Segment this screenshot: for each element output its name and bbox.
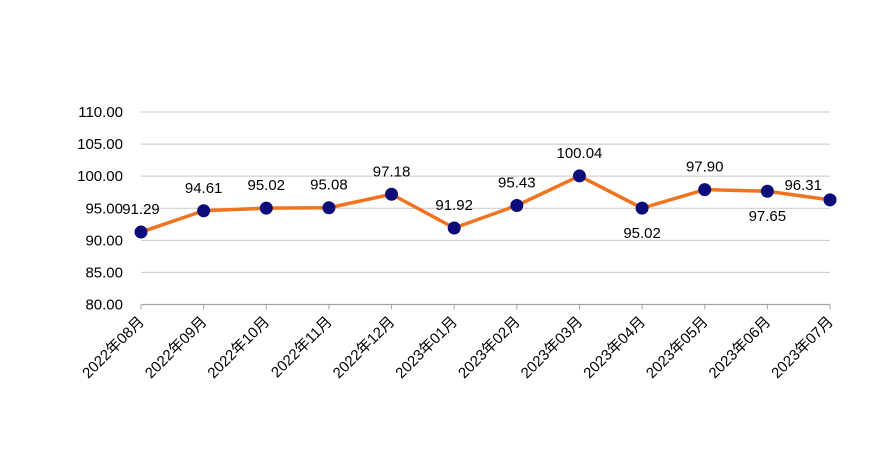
x-tick-label: 2022年08月 bbox=[79, 313, 148, 382]
data-label: 95.02 bbox=[623, 225, 661, 242]
data-point-marker bbox=[698, 183, 712, 197]
data-point-marker bbox=[635, 201, 649, 215]
data-point-marker bbox=[760, 184, 774, 198]
y-tick-label: 80.00 bbox=[85, 297, 123, 314]
x-tick-label: 2023年06月 bbox=[706, 313, 775, 382]
y-tick-label: 95.00 bbox=[85, 200, 123, 217]
data-label: 95.43 bbox=[498, 174, 536, 191]
data-label: 97.18 bbox=[373, 163, 411, 180]
x-tick-label: 2022年12月 bbox=[330, 313, 399, 382]
x-tick-label: 2022年11月 bbox=[268, 313, 336, 381]
data-label: 97.90 bbox=[686, 159, 724, 176]
y-tick-label: 105.00 bbox=[77, 136, 123, 153]
y-tick-label: 100.00 bbox=[77, 168, 123, 185]
data-point-marker bbox=[823, 193, 837, 207]
x-tick-label: 2022年09月 bbox=[142, 313, 211, 382]
data-label: 94.61 bbox=[185, 180, 223, 197]
data-label: 96.31 bbox=[784, 177, 822, 194]
y-axis-tick-labels: 80.00 85.00 90.00 95.00 100.00 105.00 110.00 bbox=[77, 104, 123, 314]
y-tick-label: 110.00 bbox=[78, 104, 123, 121]
x-tick-label: 2023年02月 bbox=[455, 313, 524, 382]
x-tick-label: 2023年05月 bbox=[643, 313, 712, 382]
data-point-marker bbox=[259, 201, 273, 215]
y-tick-label: 90.00 bbox=[85, 232, 123, 249]
data-point-marker bbox=[572, 169, 586, 183]
data-label: 91.92 bbox=[435, 197, 473, 214]
data-label: 100.04 bbox=[557, 145, 603, 162]
x-tick-label: 2023年04月 bbox=[580, 313, 649, 382]
x-tick-label: 2023年07月 bbox=[768, 313, 837, 382]
data-point-marker bbox=[197, 204, 211, 218]
data-point-marker bbox=[385, 187, 399, 201]
data-label: 95.02 bbox=[247, 177, 285, 194]
data-point-marker bbox=[510, 198, 524, 212]
data-label: 95.08 bbox=[310, 177, 348, 194]
x-tick-label: 2023年01月 bbox=[392, 313, 461, 382]
x-tick-label: 2022年10月 bbox=[204, 313, 273, 382]
x-tick-label: 2023年03月 bbox=[518, 313, 587, 382]
data-point-marker bbox=[322, 201, 336, 215]
y-tick-label: 85.00 bbox=[85, 264, 123, 281]
data-label: 97.65 bbox=[749, 208, 787, 225]
data-point-marker bbox=[134, 225, 148, 239]
series-line bbox=[140, 174, 831, 234]
data-labels: 91.29 94.61 95.02 95.08 97.18 91.92 95.43 100.0… bbox=[122, 145, 822, 242]
data-point-marker bbox=[447, 221, 461, 235]
series-cpi bbox=[134, 169, 837, 239]
data-label: 91.29 bbox=[122, 201, 160, 218]
x-axis-tick-labels: 2022年08月2022年09月2022年10月2022年11月2022年12月… bbox=[79, 313, 837, 382]
